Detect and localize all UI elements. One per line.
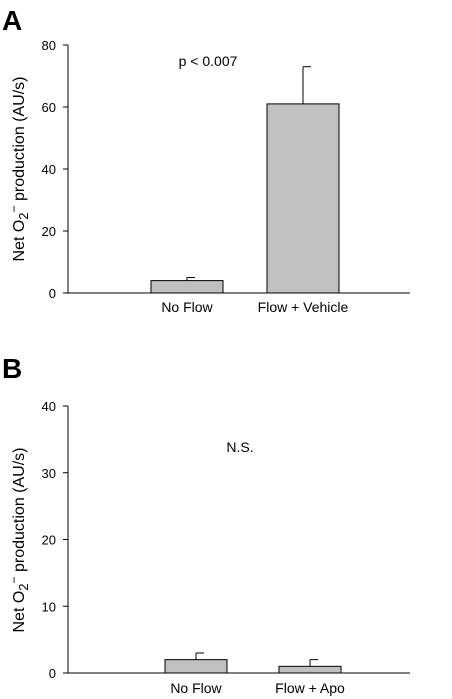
category-label: Flow + Apo [275,680,345,696]
category-label: Flow + Vehicle [258,299,349,315]
panel-b: B N.S. Net O2− production (AU/s) 0 10 20 30… [2,353,410,696]
category-label: No Flow [170,680,222,696]
bar [150,280,224,294]
bar [278,665,342,674]
panel-a: A p < 0.007 Net O2− production (AU/s) 0 2… [2,5,410,315]
y-tick-label: 80 [42,38,56,53]
bars [164,652,342,674]
y-axis-label: Net O2− production (AU/s) [7,448,31,633]
error-bar [302,66,311,104]
error-bar [309,659,318,667]
y-tick-label: 40 [42,399,56,414]
category-labels: No Flow Flow + Apo [170,680,345,696]
y-tick-label: 0 [49,286,56,301]
category-label: No Flow [161,299,213,315]
y-axis-label: Net O2− production (AU/s) [7,77,31,262]
y-tick-label: 40 [42,162,56,177]
error-bar [195,652,204,660]
y-tick-label: 20 [42,224,56,239]
panel-label: B [2,353,22,384]
y-tick-label: 30 [42,466,56,481]
bars [150,66,340,294]
y-ticks: 0 20 40 60 80 [42,38,68,301]
bar [164,659,228,674]
category-labels: No Flow Flow + Vehicle [161,299,348,315]
significance-annotation: N.S. [226,439,253,455]
y-ticks: 0 10 20 30 40 [42,399,68,681]
bar [266,103,340,294]
significance-annotation: p < 0.007 [179,53,238,69]
panel-label: A [2,5,22,36]
y-tick-label: 20 [42,533,56,548]
error-bar [186,277,195,281]
y-tick-label: 60 [42,100,56,115]
y-tick-label: 0 [49,666,56,681]
y-tick-label: 10 [42,599,56,614]
